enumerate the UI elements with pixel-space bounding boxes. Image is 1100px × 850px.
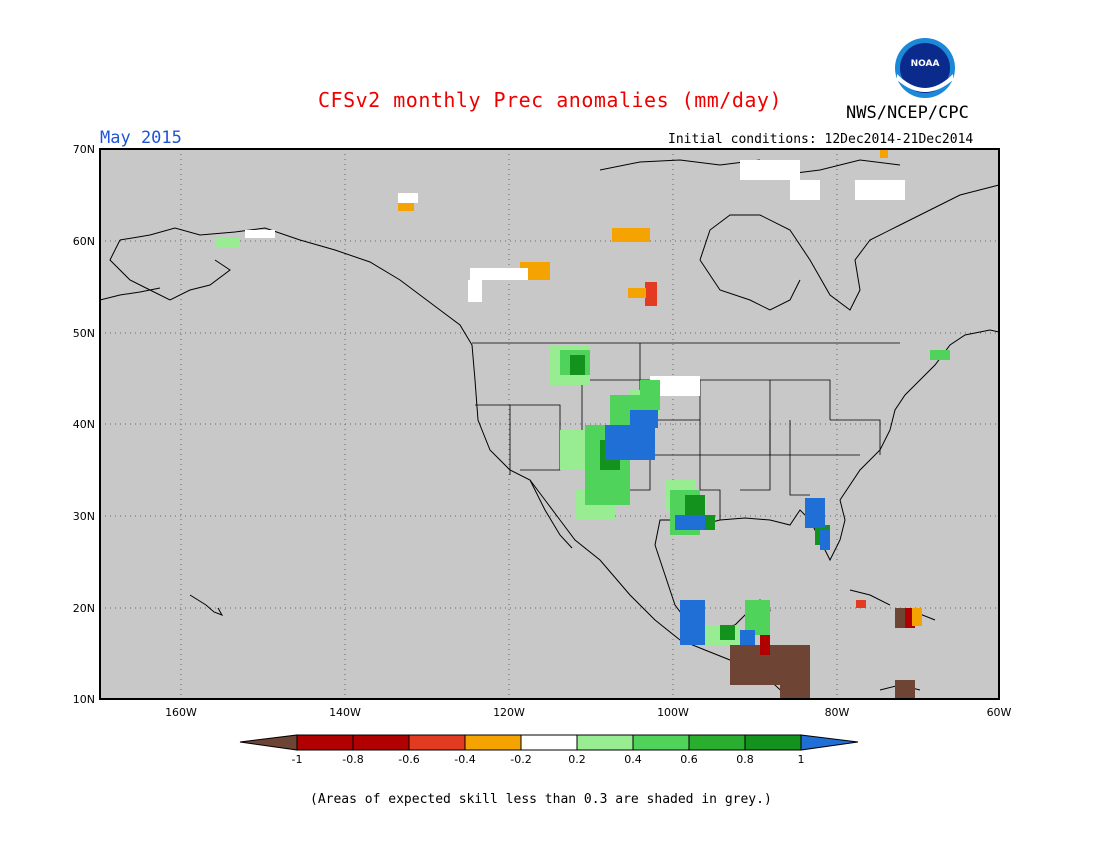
lat-label-70: 70N	[73, 143, 95, 156]
colorbar-bin-8	[688, 734, 746, 751]
colorbar-bin-3	[408, 734, 466, 751]
noaa-logo: NOAA	[895, 38, 955, 98]
lat-label-30: 30N	[73, 510, 95, 523]
colorbar-labels: -1 -0.8 -0.6 -0.4 -0.2 0.2 0.4 0.6 0.8 1	[292, 753, 805, 766]
logo-text: NOAA	[911, 59, 940, 69]
cb-label-1: -1	[292, 753, 303, 766]
colorbar-bin-5	[520, 734, 578, 751]
cb-label-4: -0.4	[454, 753, 475, 766]
graticule	[100, 149, 999, 699]
cb-label-6: 0.2	[568, 753, 586, 766]
lon-label-60: 60W	[987, 706, 1012, 719]
longitude-labels: 160W 140W 120W 100W 80W 60W	[165, 706, 1011, 719]
map-frame	[99, 148, 1000, 700]
cb-label-5: -0.2	[510, 753, 531, 766]
lon-label-100: 100W	[657, 706, 689, 719]
agency-label: NWS/NCEP/CPC	[846, 103, 969, 123]
cb-label-10: 1	[798, 753, 805, 766]
lat-label-60: 60N	[73, 235, 95, 248]
cb-label-8: 0.6	[680, 753, 698, 766]
colorbar	[239, 734, 859, 751]
initial-conditions: Initial conditions: 12Dec2014-21Dec2014	[668, 132, 974, 147]
lat-label-10: 10N	[73, 693, 95, 706]
cb-label-9: 0.8	[736, 753, 754, 766]
lat-label-20: 20N	[73, 602, 95, 615]
map-background	[100, 149, 999, 699]
anomaly-patches	[215, 150, 950, 699]
lon-label-80: 80W	[825, 706, 850, 719]
colorbar-bin-6	[576, 734, 634, 751]
colorbar-bin-9	[744, 734, 802, 751]
cb-label-3: -0.6	[398, 753, 419, 766]
cb-label-2: -0.8	[342, 753, 363, 766]
forecast-month: May 2015	[100, 128, 182, 148]
colorbar-bin-2	[352, 734, 410, 751]
lon-label-160: 160W	[165, 706, 197, 719]
colorbar-bin-1	[296, 734, 354, 751]
lat-label-40: 40N	[73, 418, 95, 431]
colorbar-bin-7	[632, 734, 690, 751]
map-title: CFSv2 monthly Prec anomalies (mm/day)	[317, 88, 783, 112]
colorbar-arrow-left	[239, 734, 298, 751]
colorbar-bin-4	[464, 734, 522, 751]
cb-label-7: 0.4	[624, 753, 642, 766]
latitude-labels: 10N 20N 30N 40N 50N 60N 70N	[73, 143, 95, 706]
lon-label-140: 140W	[329, 706, 361, 719]
lon-label-120: 120W	[493, 706, 525, 719]
colorbar-arrow-right	[800, 734, 859, 751]
lat-label-50: 50N	[73, 327, 95, 340]
skill-footnote: (Areas of expected skill less than 0.3 a…	[310, 792, 772, 807]
